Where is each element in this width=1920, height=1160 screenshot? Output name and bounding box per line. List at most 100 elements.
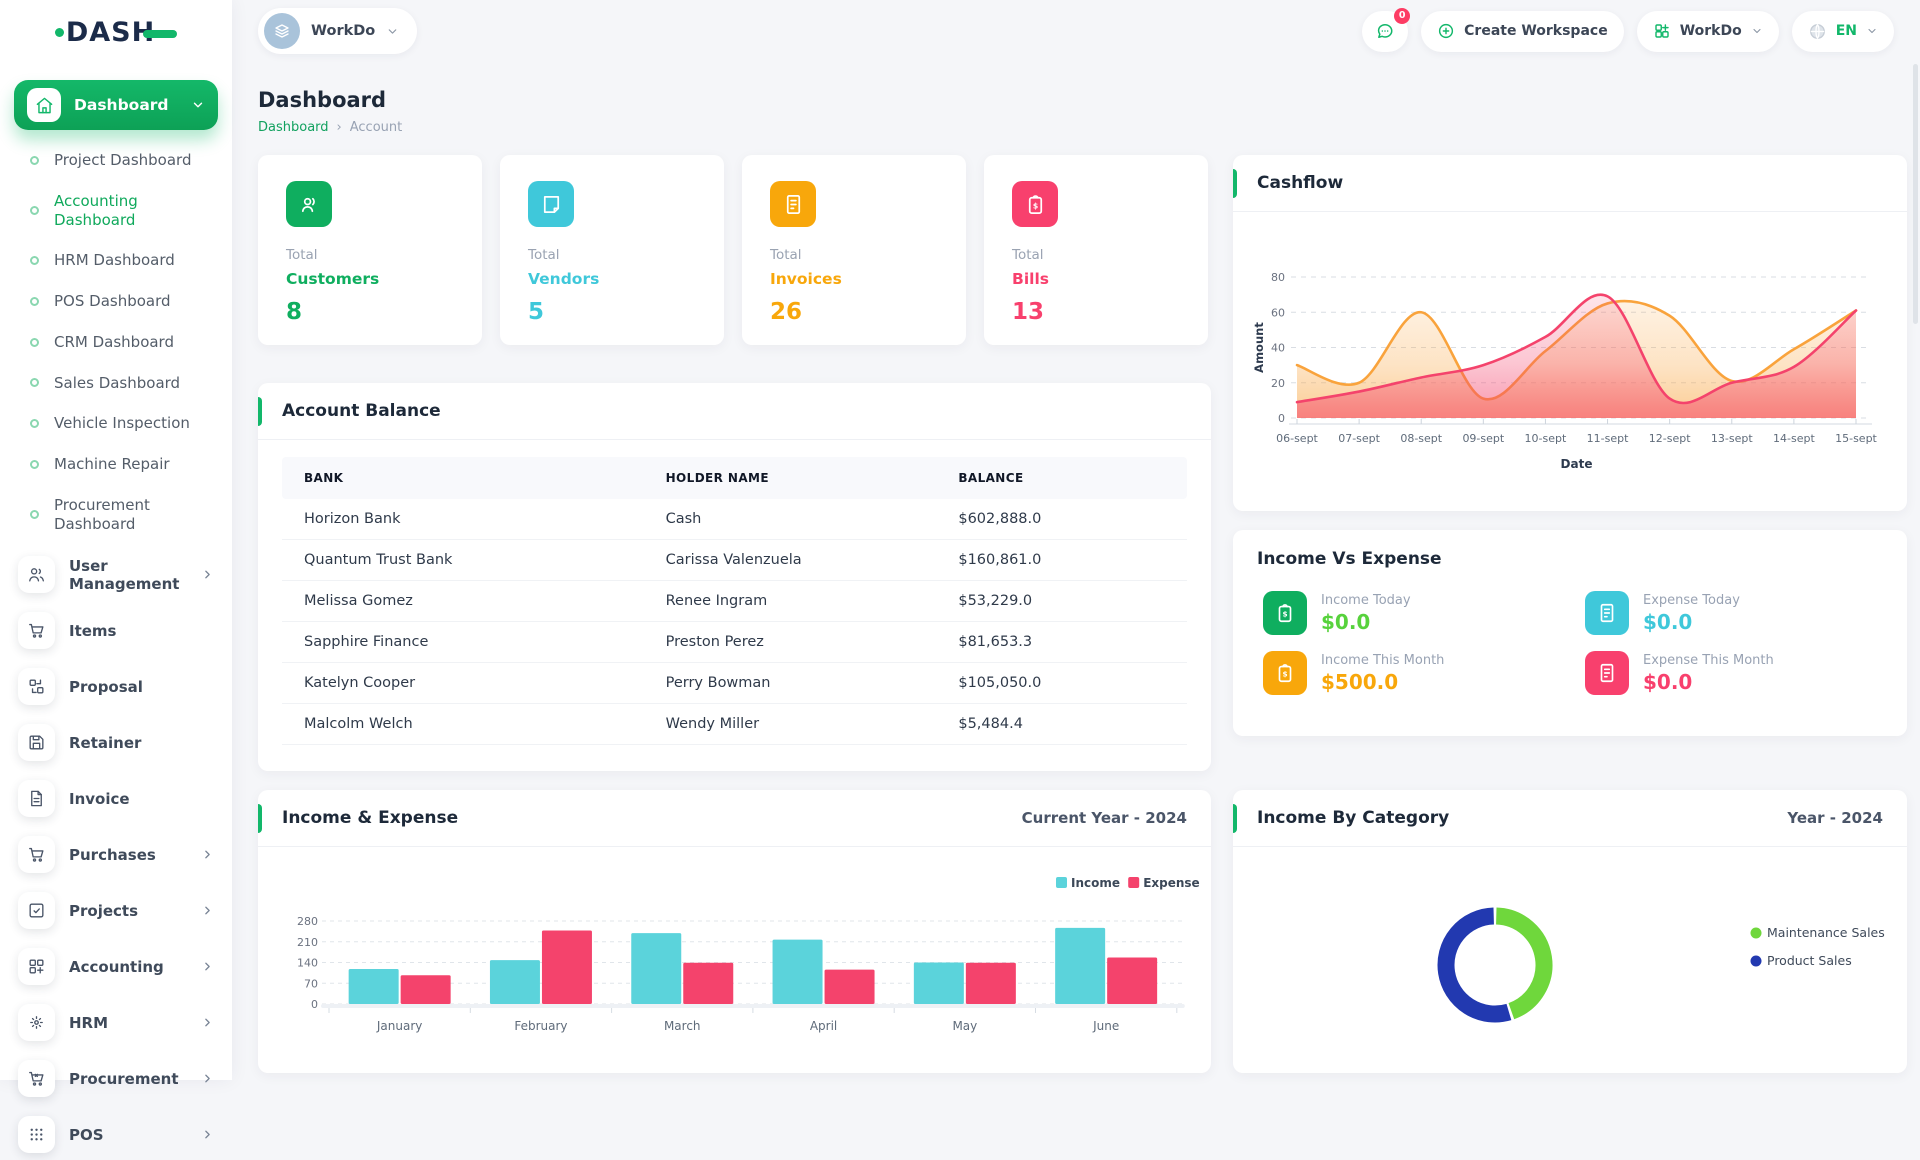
stat-value: 5 [528,299,696,325]
workspace-selector[interactable]: WorkDo [258,8,417,54]
cell-balance: $81,653.3 [958,634,1165,650]
sidebar-item-sales-dashboard[interactable]: Sales Dashboard [14,363,218,404]
breadcrumb-dashboard-link[interactable]: Dashboard [258,120,329,135]
sidebar-item-retainer[interactable]: Retainer [14,717,218,768]
sidebar-item-machine-repair[interactable]: Machine Repair [14,444,218,485]
sidebar-item-items[interactable]: Items [14,605,218,656]
cart-x-icon [18,1060,55,1097]
grid-plus-icon [1653,22,1671,40]
svg-text:210: 210 [297,936,318,949]
sidebar-item-projects[interactable]: Projects [14,885,218,936]
sidebar-item-purchases[interactable]: Purchases [14,829,218,880]
sidebar-item-procurement-dashboard[interactable]: Procurement Dashboard [14,485,218,545]
stat-prefix: Total [286,247,454,263]
bullet-icon [30,460,39,469]
stat-card-customers: Total Customers 8 [258,155,482,345]
svg-text:70: 70 [304,977,318,990]
stat-card-vendors: Total Vendors 5 [500,155,724,345]
workspace-name: WorkDo [311,23,375,39]
main-content: Dashboard Dashboard › Account Total Cust… [232,62,1920,1080]
create-workspace-button[interactable]: Create Workspace [1421,11,1624,52]
chevron-down-icon [386,25,399,38]
customers-icon [286,181,332,227]
tile-value: $0.0 [1321,610,1411,634]
sidebar-item-procurement[interactable]: Procurement [14,1053,218,1104]
stat-value: 8 [286,299,454,325]
income-vs-expense-card: Income Vs Expense $ Income Today $0.0 Ex… [1233,530,1907,736]
tile-value: $0.0 [1643,610,1740,634]
sidebar-item-invoice[interactable]: Invoice [14,773,218,824]
bullet-icon [30,510,39,519]
sidebar-item-label: Procurement [69,1070,179,1088]
sidebar-item-accounting-dashboard[interactable]: Accounting Dashboard [14,181,218,241]
sidebar-item-crm-dashboard[interactable]: CRM Dashboard [14,322,218,363]
svg-text:March: March [664,1019,701,1033]
svg-text:06-sept: 06-sept [1276,432,1318,445]
sidebar-item-label: Retainer [69,734,141,752]
svg-text:14-sept: 14-sept [1773,432,1815,445]
proposal-icon [18,668,55,705]
tile-label: Income Today [1321,593,1411,608]
cell-bank: Horizon Bank [304,511,666,527]
sidebar-item-hrm-dashboard[interactable]: HRM Dashboard [14,240,218,281]
tile-label: Expense Today [1643,593,1740,608]
cell-holder: Preston Perez [666,634,959,650]
sidebar-item-hrm[interactable]: HRM [14,997,218,1048]
file-icon [18,780,55,817]
sidebar-item-label: Dashboard [74,96,169,114]
svg-text:$: $ [1032,201,1037,210]
sidebar-item-project-dashboard[interactable]: Project Dashboard [14,140,218,181]
cell-holder: Renee Ingram [666,593,959,609]
app-logo[interactable]: DASH [14,0,218,64]
cell-balance: $5,484.4 [958,716,1165,732]
chevron-right-icon [201,904,214,917]
sidebar-item-label: Sales Dashboard [54,374,180,393]
column-header-balance: BALANCE [958,471,1165,485]
cell-bank: Quantum Trust Bank [304,552,666,568]
logo-dot-icon [55,28,64,37]
chevron-down-icon [1866,25,1878,37]
sidebar-item-dashboard[interactable]: Dashboard [14,80,218,130]
cashflow-title: Cashflow [1257,173,1343,193]
sidebar-item-label: HRM Dashboard [54,251,175,270]
income-today-tile: $ Income Today $0.0 [1263,591,1555,635]
bills-icon: $ [1012,181,1058,227]
cell-holder: Cash [666,511,959,527]
language-selector[interactable]: EN [1792,11,1894,52]
svg-text:February: February [514,1019,567,1033]
app-menu-label: WorkDo [1680,23,1742,39]
account-balance-card: Account Balance BANK HOLDER NAME BALANCE… [258,383,1211,771]
svg-text:Product Sales: Product Sales [1767,953,1852,968]
stat-card-bills: $ Total Bills 13 [984,155,1208,345]
svg-text:20: 20 [1271,377,1285,390]
stat-label: Bills [1012,270,1180,288]
chevron-right-icon [201,1016,214,1029]
tile-value: $500.0 [1321,670,1444,694]
bullet-icon [30,256,39,265]
sidebar-item-pos[interactable]: POS [14,1109,218,1160]
sidebar-item-user-management[interactable]: User Management [14,549,218,600]
cart-icon [18,612,55,649]
language-code: EN [1836,23,1857,39]
scrollbar[interactable] [1913,64,1918,324]
svg-text:60: 60 [1271,306,1285,319]
svg-text:Amount: Amount [1252,322,1266,373]
sidebar-item-pos-dashboard[interactable]: POS Dashboard [14,281,218,322]
messages-button[interactable]: 0 [1362,11,1408,52]
sidebar-item-accounting[interactable]: Accounting [14,941,218,992]
sidebar-item-label: Accounting [69,958,164,976]
create-workspace-label: Create Workspace [1464,23,1608,39]
scan-target-icon [18,1004,55,1041]
sidebar-item-proposal[interactable]: Proposal [14,661,218,712]
app-menu-button[interactable]: WorkDo [1637,11,1779,52]
cashflow-card-header: Cashflow [1233,155,1907,212]
sidebar-item-vehicle-inspection[interactable]: Vehicle Inspection [14,403,218,444]
svg-text:June: June [1092,1019,1119,1033]
